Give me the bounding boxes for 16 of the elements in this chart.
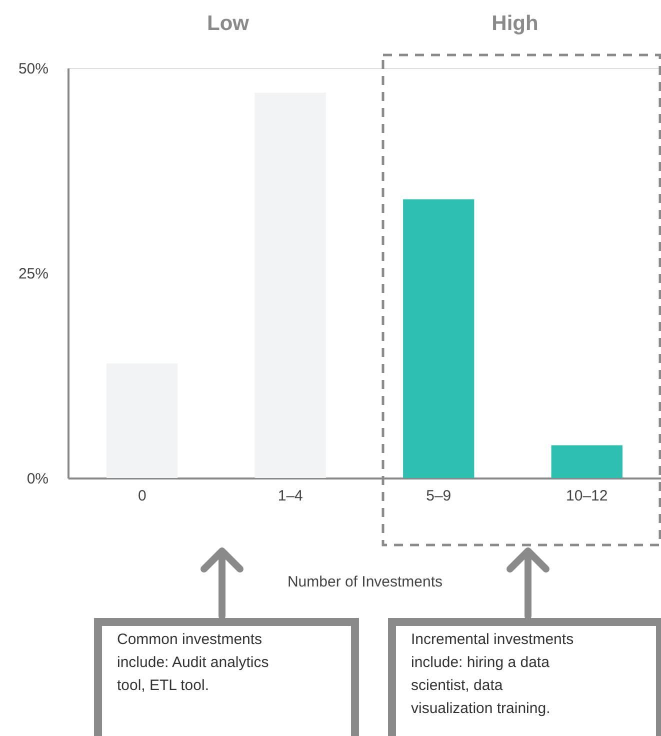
text: High — [492, 12, 538, 35]
x-tick-label: 0 — [138, 488, 146, 504]
bar — [106, 363, 178, 478]
x-tick-label: 5–9 — [426, 488, 452, 504]
x-axis-title: Number of Investments — [287, 574, 443, 590]
y-tick-label: 50% — [18, 60, 48, 78]
text: Common investments include: Audit analytics tool, ETL tool. — [117, 631, 269, 694]
bar — [254, 92, 326, 478]
text: Low — [207, 12, 250, 35]
text: Incremental investments include: hiring a data scientist, data visualization training. — [411, 631, 574, 717]
y-tick-label: 0% — [26, 470, 48, 488]
x-tick-label: 10–12 — [566, 488, 608, 504]
bar — [551, 445, 622, 478]
y-tick-label: 25% — [18, 266, 48, 282]
bar — [403, 199, 474, 478]
x-tick-label: 1–4 — [278, 488, 303, 504]
